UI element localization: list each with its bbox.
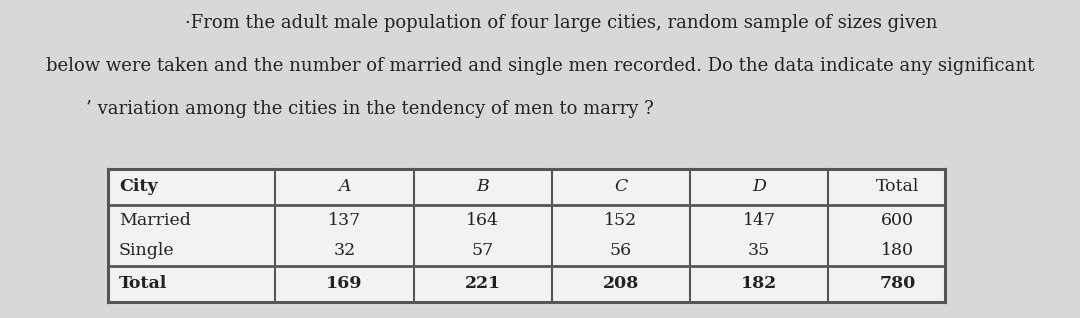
Text: C: C — [615, 178, 627, 195]
Text: 780: 780 — [879, 275, 916, 292]
Text: 147: 147 — [743, 212, 775, 229]
Text: Single: Single — [119, 242, 175, 259]
Text: City: City — [119, 178, 158, 195]
Text: Married: Married — [119, 212, 191, 229]
Text: 56: 56 — [610, 242, 632, 259]
Text: 208: 208 — [603, 275, 639, 292]
Text: 35: 35 — [748, 242, 770, 259]
Text: 600: 600 — [881, 212, 914, 229]
Text: Total: Total — [876, 178, 919, 195]
Text: 169: 169 — [326, 275, 363, 292]
Text: 221: 221 — [464, 275, 501, 292]
Text: 164: 164 — [467, 212, 499, 229]
Text: 180: 180 — [881, 242, 914, 259]
Text: ’ variation among the cities in the tendency of men to marry ?: ’ variation among the cities in the tend… — [86, 100, 654, 118]
Text: Total: Total — [119, 275, 167, 292]
Text: 57: 57 — [472, 242, 494, 259]
Text: A: A — [338, 178, 351, 195]
Text: ·From the adult male population of four large cities, random sample of sizes giv: ·From the adult male population of four … — [186, 14, 937, 32]
Text: below were taken and the number of married and single men recorded. Do the data : below were taken and the number of marri… — [45, 57, 1035, 75]
Text: 137: 137 — [328, 212, 361, 229]
Text: 152: 152 — [605, 212, 637, 229]
Text: 182: 182 — [741, 275, 778, 292]
Text: D: D — [753, 178, 766, 195]
Text: B: B — [476, 178, 489, 195]
Text: 32: 32 — [334, 242, 355, 259]
